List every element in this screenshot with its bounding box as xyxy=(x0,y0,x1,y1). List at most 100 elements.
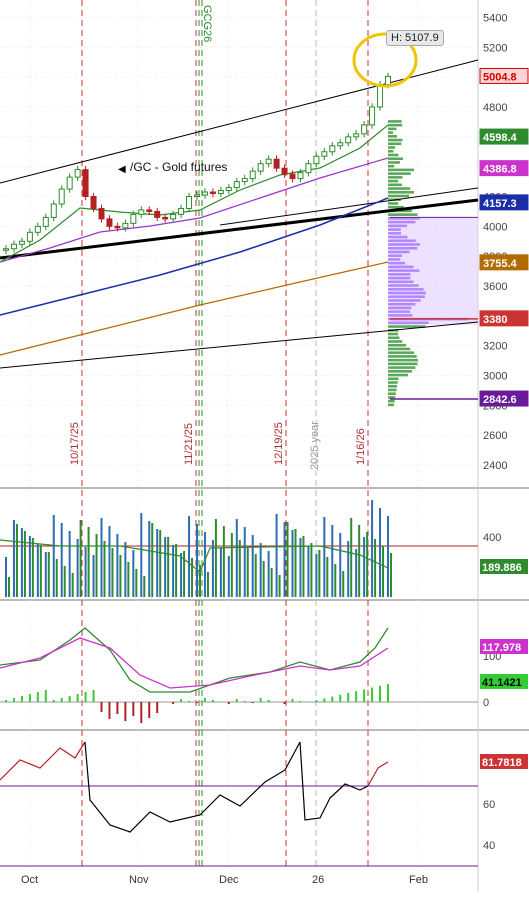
candle-body xyxy=(50,203,57,218)
macd-line xyxy=(0,627,389,693)
volume-profile-bar xyxy=(388,146,396,149)
volume-profile-bar xyxy=(388,291,426,295)
candle-body xyxy=(138,209,145,215)
candle-body xyxy=(257,163,264,172)
rsi-tick-label: 60 xyxy=(483,799,495,811)
volume-tick-label: 400 xyxy=(483,532,501,544)
volume-profile-bar xyxy=(388,217,420,220)
volume-profile-bar xyxy=(388,384,398,388)
price-tag-value: 4157.3 xyxy=(483,198,517,210)
price-tag-value: 4598.4 xyxy=(483,132,518,144)
candle-body xyxy=(130,213,137,224)
volume-profile-bar xyxy=(388,336,400,340)
volume-profile-bar xyxy=(388,332,399,336)
price-tick-label: 3600 xyxy=(483,281,507,293)
volume-profile-bar xyxy=(388,366,416,369)
price-tag-value: 4386.8 xyxy=(483,164,517,176)
x-axis-label: 26 xyxy=(312,874,324,886)
price-tag-box xyxy=(479,390,529,407)
volume-profile-bar xyxy=(388,287,424,291)
rsi-line-above xyxy=(0,741,86,781)
candle-body xyxy=(106,218,113,227)
volume-sma xyxy=(0,539,389,573)
price-tag-box xyxy=(479,310,529,327)
volume-profile-bar xyxy=(388,276,411,280)
volume-profile-bar xyxy=(388,403,394,407)
volume-profile-bar xyxy=(388,347,411,351)
volume-profile-bar xyxy=(388,310,411,313)
volume-profile-bar xyxy=(388,205,404,209)
volume-tag-value: 189.886 xyxy=(482,562,522,574)
volume-profile-bar xyxy=(388,299,421,302)
rsi-line-up xyxy=(367,761,389,787)
candle-body xyxy=(66,176,73,190)
contract-label: GCG26 xyxy=(201,5,213,42)
volume-profile-bar xyxy=(388,265,414,269)
volume-profile-bar xyxy=(388,123,403,127)
volume-profile-bar xyxy=(388,239,416,243)
candle-body xyxy=(297,172,304,180)
volume-tag-box xyxy=(480,559,528,574)
volume-profile-bar xyxy=(388,127,397,131)
year-label: 2025 year xyxy=(309,421,321,470)
volume-profile-bar xyxy=(388,250,410,254)
volume-profile-bar xyxy=(388,176,403,179)
candle-body xyxy=(321,151,328,157)
volume-profile-bar xyxy=(388,142,402,146)
volume-profile-bar xyxy=(388,254,403,257)
candle-body xyxy=(178,207,185,215)
volume-profile-bar xyxy=(388,314,413,317)
volume-profile-bar xyxy=(388,168,414,172)
macd-tag-value: 117.978 xyxy=(482,642,521,654)
volume-profile-bar xyxy=(388,243,420,246)
price-tag-value: 3380 xyxy=(483,314,507,326)
candle-body xyxy=(377,84,384,108)
sma-blue xyxy=(0,197,389,316)
volume-profile-bar xyxy=(388,377,399,381)
price-tag-box xyxy=(479,67,529,84)
candle-body xyxy=(42,216,49,227)
x-axis-label: Feb xyxy=(409,874,428,886)
price-tag-box xyxy=(479,128,529,145)
highlight-circle xyxy=(352,32,418,88)
volume-profile-bar xyxy=(388,269,420,272)
candle-body xyxy=(369,106,376,126)
price-tick-label: 2600 xyxy=(483,430,507,442)
price-tick-label: 5200 xyxy=(483,42,507,54)
volume-profile-bar xyxy=(388,138,403,142)
macd-signal-tag-value: 41.1421 xyxy=(482,677,522,689)
candle-body xyxy=(194,194,200,198)
date-marker-label: 11/21/25 xyxy=(183,423,195,465)
volume-profile-bar xyxy=(388,194,410,198)
candle-body xyxy=(122,222,129,229)
price-tick-label: 2400 xyxy=(483,460,507,472)
price-tag-box xyxy=(479,160,529,177)
candle-body xyxy=(74,169,81,178)
date-marker-label: 12/19/25 xyxy=(273,422,285,465)
symbol-label: /GC - Gold futures xyxy=(130,160,228,174)
volume-profile-bar xyxy=(388,381,398,384)
candle-body xyxy=(34,225,41,233)
volume-profile-bar xyxy=(388,161,401,164)
volume-profile-bar xyxy=(388,190,414,194)
volume-profile-bar xyxy=(388,135,397,138)
price-tag-value: 2842.6 xyxy=(483,394,517,406)
volume-profile-bar xyxy=(388,306,412,310)
macd-tag-box xyxy=(480,639,528,654)
rsi-tag-value: 81.7818 xyxy=(482,757,522,769)
volume-profile-bar xyxy=(388,321,429,325)
price-tick-label: 3200 xyxy=(483,341,507,353)
price-tick-label: 5400 xyxy=(483,12,507,24)
candle-body xyxy=(90,196,97,209)
candle-body xyxy=(225,187,232,192)
candle-body xyxy=(201,191,208,196)
candle-body xyxy=(337,142,344,147)
candle-body xyxy=(186,196,193,209)
price-tick-label: 3000 xyxy=(483,371,507,383)
candle-body xyxy=(217,190,224,195)
candle-body xyxy=(154,210,161,218)
volume-profile-bar xyxy=(388,258,401,261)
